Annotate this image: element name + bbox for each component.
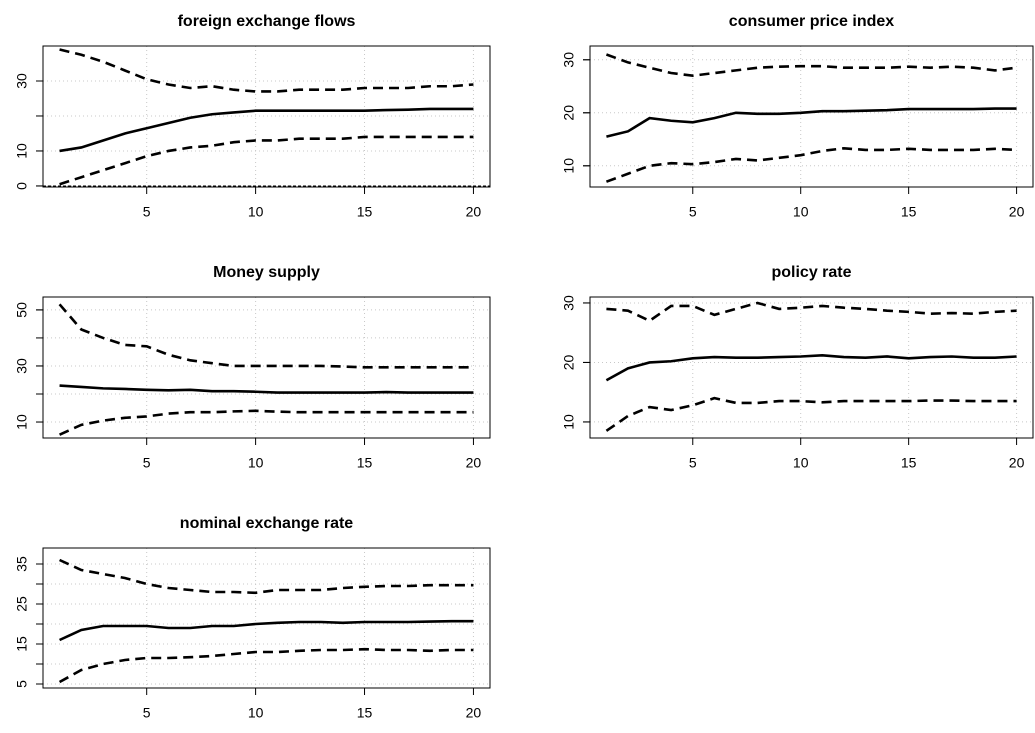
x-tick-label: 5	[143, 705, 151, 721]
panel-title: Money supply	[213, 264, 320, 281]
plot-box	[42, 547, 491, 689]
x-tick-label: 10	[248, 204, 264, 220]
median-line	[59, 619, 474, 642]
plot-box	[589, 45, 1034, 188]
y-tick-label: 0	[14, 182, 30, 190]
x-tick-label: 15	[901, 455, 917, 471]
panel-title: nominal exchange rate	[180, 515, 353, 532]
x-tick-label: 15	[357, 204, 373, 220]
median-line	[59, 384, 474, 394]
plot-box	[42, 45, 491, 188]
x-tick-label: 5	[143, 455, 151, 471]
y-tick-label: 5	[14, 680, 30, 688]
y-tick-label: 35	[14, 556, 30, 572]
plot-box	[42, 296, 491, 439]
band-line	[59, 409, 474, 436]
x-tick-label: 20	[466, 204, 482, 220]
band-line	[59, 135, 474, 186]
y-tick-label: 10	[14, 414, 30, 430]
panel-title: foreign exchange flows	[178, 13, 356, 30]
x-tick-label: 20	[466, 455, 482, 471]
x-tick-label: 15	[357, 705, 373, 721]
panel-title: policy rate	[771, 264, 851, 281]
x-tick-label: 5	[689, 455, 697, 471]
y-tick-label: 25	[14, 596, 30, 612]
y-tick-label: 30	[14, 358, 30, 374]
y-tick-label: 10	[561, 414, 577, 430]
y-tick-label: 20	[561, 354, 577, 370]
band-line	[59, 48, 474, 93]
median-line	[606, 107, 1017, 138]
band-line	[58, 647, 474, 684]
x-tick-label: 10	[793, 204, 809, 220]
band-line	[605, 396, 1017, 432]
x-tick-label: 5	[143, 204, 151, 220]
y-tick-label: 30	[14, 73, 30, 89]
y-tick-label: 20	[561, 105, 577, 121]
median-line	[605, 353, 1017, 382]
x-tick-label: 10	[793, 455, 809, 471]
band-line	[606, 301, 1017, 323]
band-line	[605, 146, 1017, 183]
y-tick-label: 30	[561, 52, 577, 68]
x-tick-label: 10	[248, 455, 264, 471]
median-line	[59, 107, 474, 153]
y-tick-label: 10	[561, 158, 577, 174]
x-tick-label: 20	[466, 705, 482, 721]
x-tick-label: 5	[689, 204, 697, 220]
x-tick-label: 15	[357, 455, 373, 471]
y-tick-label: 10	[14, 143, 30, 159]
band-line	[605, 53, 1017, 77]
y-tick-label: 30	[561, 295, 577, 311]
panel-title: consumer price index	[729, 13, 894, 30]
x-tick-label: 15	[901, 204, 917, 220]
x-tick-label: 20	[1009, 204, 1025, 220]
x-tick-label: 10	[248, 705, 264, 721]
y-tick-label: 50	[14, 302, 30, 318]
x-tick-label: 20	[1009, 455, 1025, 471]
plot-box	[589, 296, 1034, 439]
y-tick-label: 15	[14, 636, 30, 652]
band-line	[58, 303, 474, 369]
band-line	[59, 558, 474, 595]
